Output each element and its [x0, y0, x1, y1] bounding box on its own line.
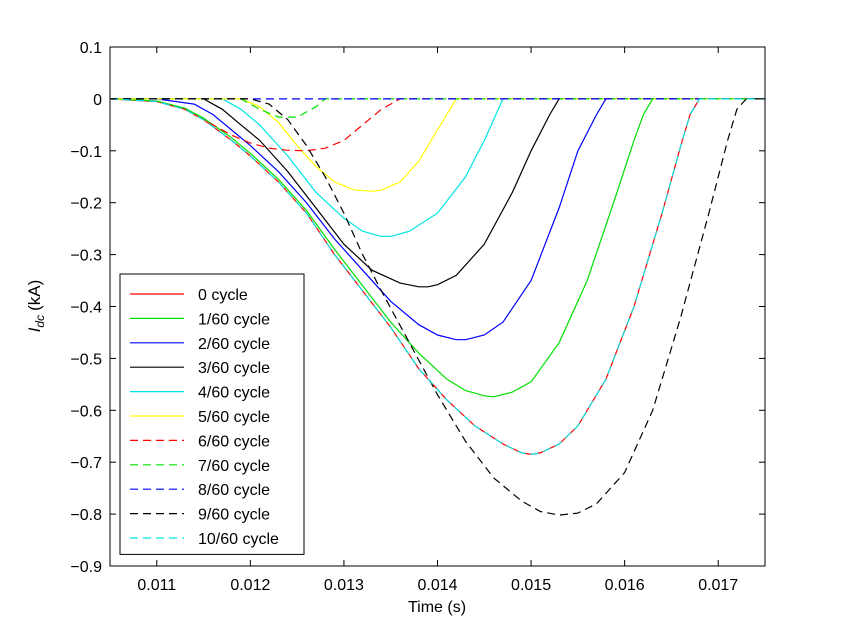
- y-tick-label: −0.7: [70, 455, 102, 472]
- series-line-4: [110, 98, 765, 237]
- legend-label-4: 4/60 cycle: [198, 385, 270, 402]
- y-tick-label: −0.1: [70, 144, 102, 161]
- y-tick-label: −0.6: [70, 403, 102, 420]
- x-tick-label: 0.011: [137, 577, 176, 594]
- series-line-5: [110, 98, 765, 192]
- legend-label-5: 5/60 cycle: [198, 409, 270, 426]
- legend-label-7: 7/60 cycle: [198, 458, 270, 475]
- legend-label-6: 6/60 cycle: [198, 433, 270, 450]
- legend-label-10: 10/60 cycle: [198, 531, 279, 548]
- series-line-10: [109, 98, 765, 456]
- y-tick-label: −0.3: [70, 248, 102, 265]
- legend-label-2: 2/60 cycle: [198, 336, 270, 353]
- y-axis-label-sub: dc: [33, 315, 47, 328]
- y-tick-label: −0.4: [70, 300, 102, 317]
- x-axis-label: Time (s): [408, 599, 466, 616]
- legend-label-1: 1/60 cycle: [198, 311, 270, 328]
- legend-label-0: 0 cycle: [198, 287, 248, 304]
- y-tick-label: 0: [93, 92, 102, 109]
- curves-group: [109, 98, 765, 516]
- y-tick-label: 0.1: [80, 40, 102, 57]
- x-tick-label: 0.013: [324, 577, 364, 594]
- legend-label-9: 9/60 cycle: [198, 507, 270, 524]
- x-tick-label: 0.015: [511, 577, 551, 594]
- y-tick-label: −0.9: [70, 559, 102, 576]
- legend-label-8: 8/60 cycle: [198, 482, 270, 499]
- x-tick-label: 0.012: [230, 577, 270, 594]
- y-tick-label: −0.2: [70, 196, 102, 213]
- y-tick-label: −0.8: [70, 507, 102, 524]
- legend: 0 cycle 1/60 cycle 2/60 cycle 3/60 cycle 4/6…: [119, 273, 305, 555]
- y-axis-label: Idc (kA): [25, 280, 47, 333]
- x-tick-label: 0.017: [698, 577, 738, 594]
- series-line-7: [110, 98, 765, 118]
- y-axis-label-main: I: [25, 327, 44, 332]
- x-tick-label: 0.014: [417, 577, 457, 594]
- x-tick-label: 0.016: [605, 577, 645, 594]
- y-axis-label-unit: (kA): [25, 280, 44, 311]
- series-line-3: [110, 98, 765, 288]
- series-line-1: [109, 98, 765, 398]
- series-line-9: [110, 98, 765, 516]
- series-line-2: [110, 98, 765, 341]
- y-tick-label: −0.5: [70, 351, 102, 368]
- ticks-group: 0.011 0.012 0.013 0.014 0.015 0.016 0.017 0.1 0 −…: [70, 40, 765, 594]
- legend-label-3: 3/60 cycle: [198, 360, 270, 377]
- legend-box: [119, 273, 305, 555]
